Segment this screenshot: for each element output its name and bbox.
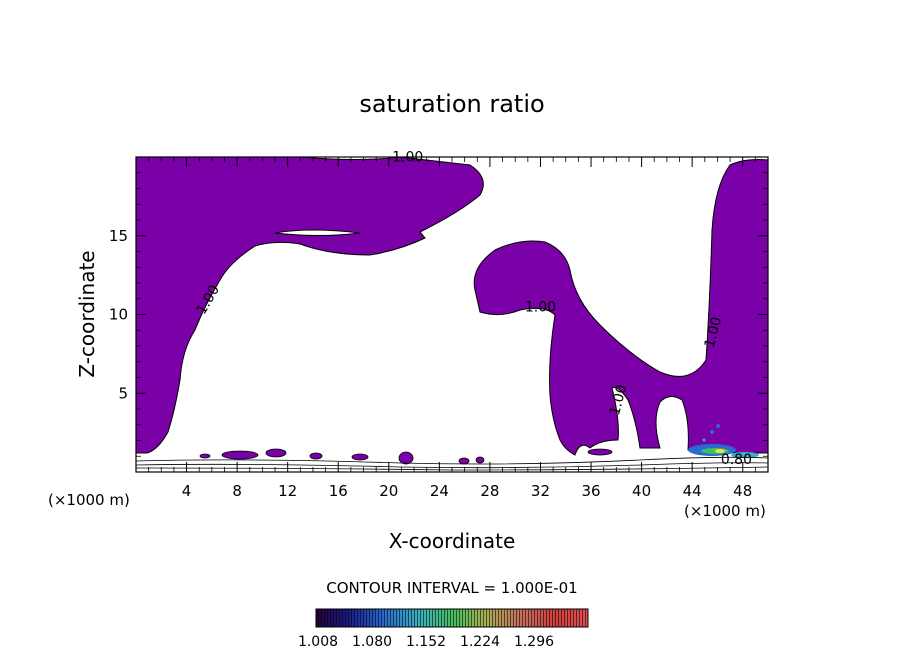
x-tick-label: 32: [531, 482, 550, 500]
contour-region-center-right: [473, 159, 768, 456]
plot-area: [136, 157, 768, 471]
x-tick-label: 24: [430, 482, 449, 500]
x-unit-right: (×1000 m): [684, 502, 766, 520]
x-tick-label: 48: [733, 482, 752, 500]
contour-label: 1.00: [607, 383, 631, 417]
colorbar-tick-label: 1.296: [514, 634, 554, 650]
y-tick-label: 10: [109, 306, 128, 324]
y-axis-label: Z-coordinate: [75, 250, 99, 377]
surface-blobs: [199, 448, 613, 465]
contour-interval: CONTOUR INTERVAL = 1.000E-01: [326, 579, 577, 597]
colorbar-tick-labels: 1.008 1.080 1.152 1.224 1.296: [298, 634, 554, 650]
x-axis-ticks: 4 8 12 16 20 24 28 32 36 40 44 48: [148, 157, 756, 500]
x-tick-label: 40: [632, 482, 651, 500]
x-axis-label: X-coordinate: [389, 529, 516, 553]
colorbar-stripes: [316, 609, 588, 627]
high-ratio-patch: [688, 424, 759, 458]
colorbar-tick-label: 1.224: [460, 634, 500, 650]
ground-contours: [136, 456, 768, 471]
y-tick-label: 15: [109, 227, 128, 245]
colorbar: 1.008 1.080 1.152 1.224 1.296: [298, 608, 589, 650]
colorbar-tick-label: 1.152: [406, 634, 446, 650]
x-tick-label: 4: [182, 482, 192, 500]
x-tick-label: 36: [581, 482, 600, 500]
contour-gap: [274, 229, 361, 236]
contour-label: 1.00: [702, 315, 726, 349]
x-tick-label: 20: [379, 482, 398, 500]
contour-region-upper-left: [136, 157, 484, 454]
x-tick-label: 12: [278, 482, 297, 500]
x-tick-label: 28: [480, 482, 499, 500]
colorbar-tick-label: 1.080: [352, 634, 392, 650]
x-tick-label: 8: [232, 482, 242, 500]
x-tick-label: 44: [683, 482, 702, 500]
colorbar-tick-label: 1.008: [298, 634, 338, 650]
contour-label: 0.80: [721, 452, 752, 468]
chart-title: saturation ratio: [359, 90, 544, 118]
colorbar-frame: [315, 608, 589, 628]
contour-label: 1.00: [392, 150, 423, 166]
x-unit-left: (×1000 m): [48, 491, 130, 509]
x-tick-label: 16: [329, 482, 348, 500]
y-axis-ticks: 5 10 15: [109, 172, 768, 457]
contour-label: 1.00: [525, 299, 556, 315]
y-tick-label: 5: [118, 384, 128, 402]
